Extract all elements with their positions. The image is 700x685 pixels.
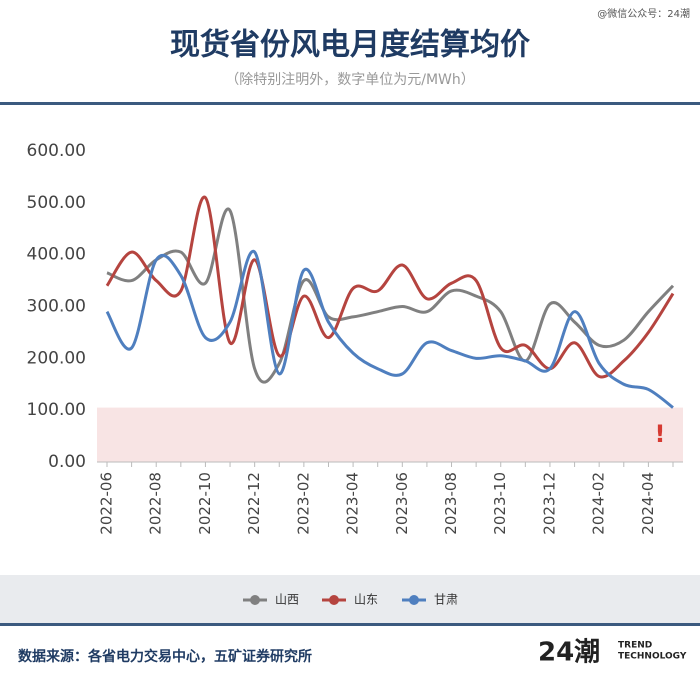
y-tick-label: 200.00	[27, 348, 86, 368]
legend-label: 甘肃	[434, 593, 458, 607]
y-tick-label: 0.00	[48, 452, 86, 472]
legend-label: 山西	[275, 593, 299, 607]
legend-marker	[250, 595, 260, 605]
legend-marker	[409, 595, 419, 605]
line	[105, 196, 675, 379]
line	[105, 250, 674, 409]
x-tick-label: 2023-04	[344, 472, 362, 535]
plot: ! 0.00 100.00 200.00 300.00 400.00 500.00 600.0…	[27, 141, 683, 607]
x-tick-label: 2023-08	[442, 472, 460, 535]
logo-text: TREND	[618, 641, 652, 651]
x-tick-label: 2022-12	[245, 472, 263, 535]
source: 数据来源：各省电力交易中心，五矿证券研究所	[18, 648, 312, 665]
title: 现货省份风电月度结算均价	[170, 28, 530, 63]
header-rule	[0, 102, 700, 105]
x-tick-label: 2024-02	[590, 472, 608, 535]
x-tick-label: 2022-08	[147, 472, 165, 535]
legend-band	[0, 575, 700, 623]
legend-label: 山东	[354, 593, 378, 607]
x-tick-label: 2023-06	[393, 472, 411, 535]
y-tick-label: 400.00	[27, 245, 86, 265]
highlight-band	[97, 407, 683, 462]
x-tick-label: 2023-10	[491, 472, 509, 535]
y-tick-label: 500.00	[27, 193, 86, 213]
y-tick-label: 100.00	[27, 400, 86, 420]
annotation: !	[655, 420, 666, 448]
logo-text: TECHNOLOGY	[618, 652, 687, 662]
x-tick-label: 2023-02	[294, 472, 312, 535]
x-tick-label: 2023-12	[540, 472, 558, 535]
x-tick-label: 2022-10	[196, 472, 214, 535]
line	[106, 207, 675, 384]
logo: 24潮	[538, 638, 600, 668]
x-tick-label: 2024-04	[639, 472, 657, 535]
footer-rule	[0, 623, 700, 626]
y-tick-label: 300.00	[27, 297, 86, 317]
subtitle: （除特别注明外，数字单位为元/MWh）	[225, 72, 475, 88]
watermark: @微信公众号：24潮	[597, 7, 690, 20]
y-tick-label: 600.00	[27, 141, 86, 161]
x-tick-label: 2022-06	[98, 472, 116, 535]
legend-marker	[329, 595, 339, 605]
